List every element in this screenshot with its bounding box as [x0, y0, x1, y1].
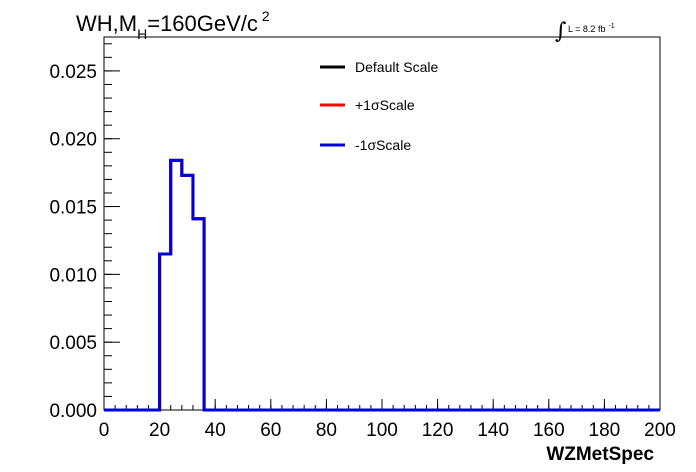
luminosity-text: L = 8.2 fb — [568, 24, 605, 34]
series-group — [104, 158, 660, 412]
title-rest: =160GeV/c — [147, 11, 258, 36]
title-main: WH,M — [76, 11, 137, 36]
legend-entry: Default Scale — [355, 59, 438, 75]
legend-entry: -1σScale — [355, 137, 411, 153]
x-tick-label: 140 — [477, 420, 509, 441]
legend-entry: +1σScale — [355, 97, 415, 113]
y-tick-label: 0.010 — [49, 265, 97, 286]
x-tick-label: 20 — [149, 420, 170, 441]
y-tick-label: 0.005 — [49, 333, 97, 354]
luminosity-superscript: -1 — [608, 23, 614, 30]
x-tick-label: 100 — [366, 420, 398, 441]
x-tick-label: 60 — [260, 420, 281, 441]
series-line-2 — [104, 158, 660, 412]
x-tick-label: 180 — [589, 420, 621, 441]
chart-title: WH,MH=160GeV/c 2 — [76, 8, 270, 42]
x-axis-label: WZMetSpec — [546, 444, 654, 465]
y-tick-label: 0.015 — [49, 198, 97, 219]
y-tick-label: 0.025 — [49, 62, 97, 83]
legend: Default Scale +1σScale -1σScale — [320, 59, 438, 153]
y-tick-label: 0.000 — [49, 401, 97, 422]
title-superscript: 2 — [262, 8, 270, 24]
x-tick-label: 40 — [205, 420, 226, 441]
luminosity-label: L = 8.2 fb -1 — [568, 23, 615, 34]
y-tick-label: 0.020 — [49, 130, 97, 151]
x-tick-label: 160 — [533, 420, 565, 441]
integral-symbol: ∫ — [555, 19, 567, 44]
x-tick-label: 200 — [644, 420, 676, 441]
x-tick-label: 80 — [316, 420, 337, 441]
x-tick-label: 120 — [422, 420, 454, 441]
axis-ticks: 0 20 40 60 80 100 120 140 160 180 200 0.000 0.005 0.0… — [49, 43, 676, 441]
title-subscript: H — [137, 26, 147, 42]
x-tick-label: 0 — [99, 420, 110, 441]
